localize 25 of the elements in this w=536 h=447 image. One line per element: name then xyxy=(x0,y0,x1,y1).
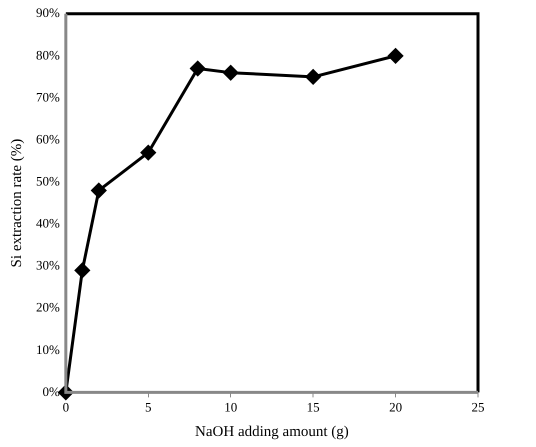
y-tick-label: 0% xyxy=(42,384,60,399)
x-tick-label: 10 xyxy=(224,400,238,415)
x-tick-label: 15 xyxy=(306,400,320,415)
y-tick-label: 90% xyxy=(36,5,60,20)
x-tick-label: 0 xyxy=(62,400,70,415)
point xyxy=(388,48,404,64)
y-tick-label: 50% xyxy=(36,173,60,188)
point xyxy=(190,60,206,76)
x-axis-title: NaOH adding amount (g) xyxy=(195,424,349,440)
x-tick-label: 5 xyxy=(145,400,152,415)
y-tick-label: 70% xyxy=(36,89,60,104)
x-tick-label: 25 xyxy=(472,400,484,415)
y-tick-label: 30% xyxy=(36,258,60,273)
point xyxy=(306,69,321,84)
point xyxy=(140,145,156,160)
point xyxy=(91,182,106,198)
point xyxy=(74,262,90,278)
y-tick-label: 80% xyxy=(36,47,60,62)
x-tick-label: 20 xyxy=(389,400,402,415)
point xyxy=(223,65,238,80)
y-axis-title: Si extraction rate (%) xyxy=(8,138,25,268)
y-tick-label: 40% xyxy=(36,216,60,231)
y-tick-label: 10% xyxy=(36,342,60,357)
y-tick-label: 20% xyxy=(36,300,60,315)
y-tick-label: 60% xyxy=(36,131,60,146)
